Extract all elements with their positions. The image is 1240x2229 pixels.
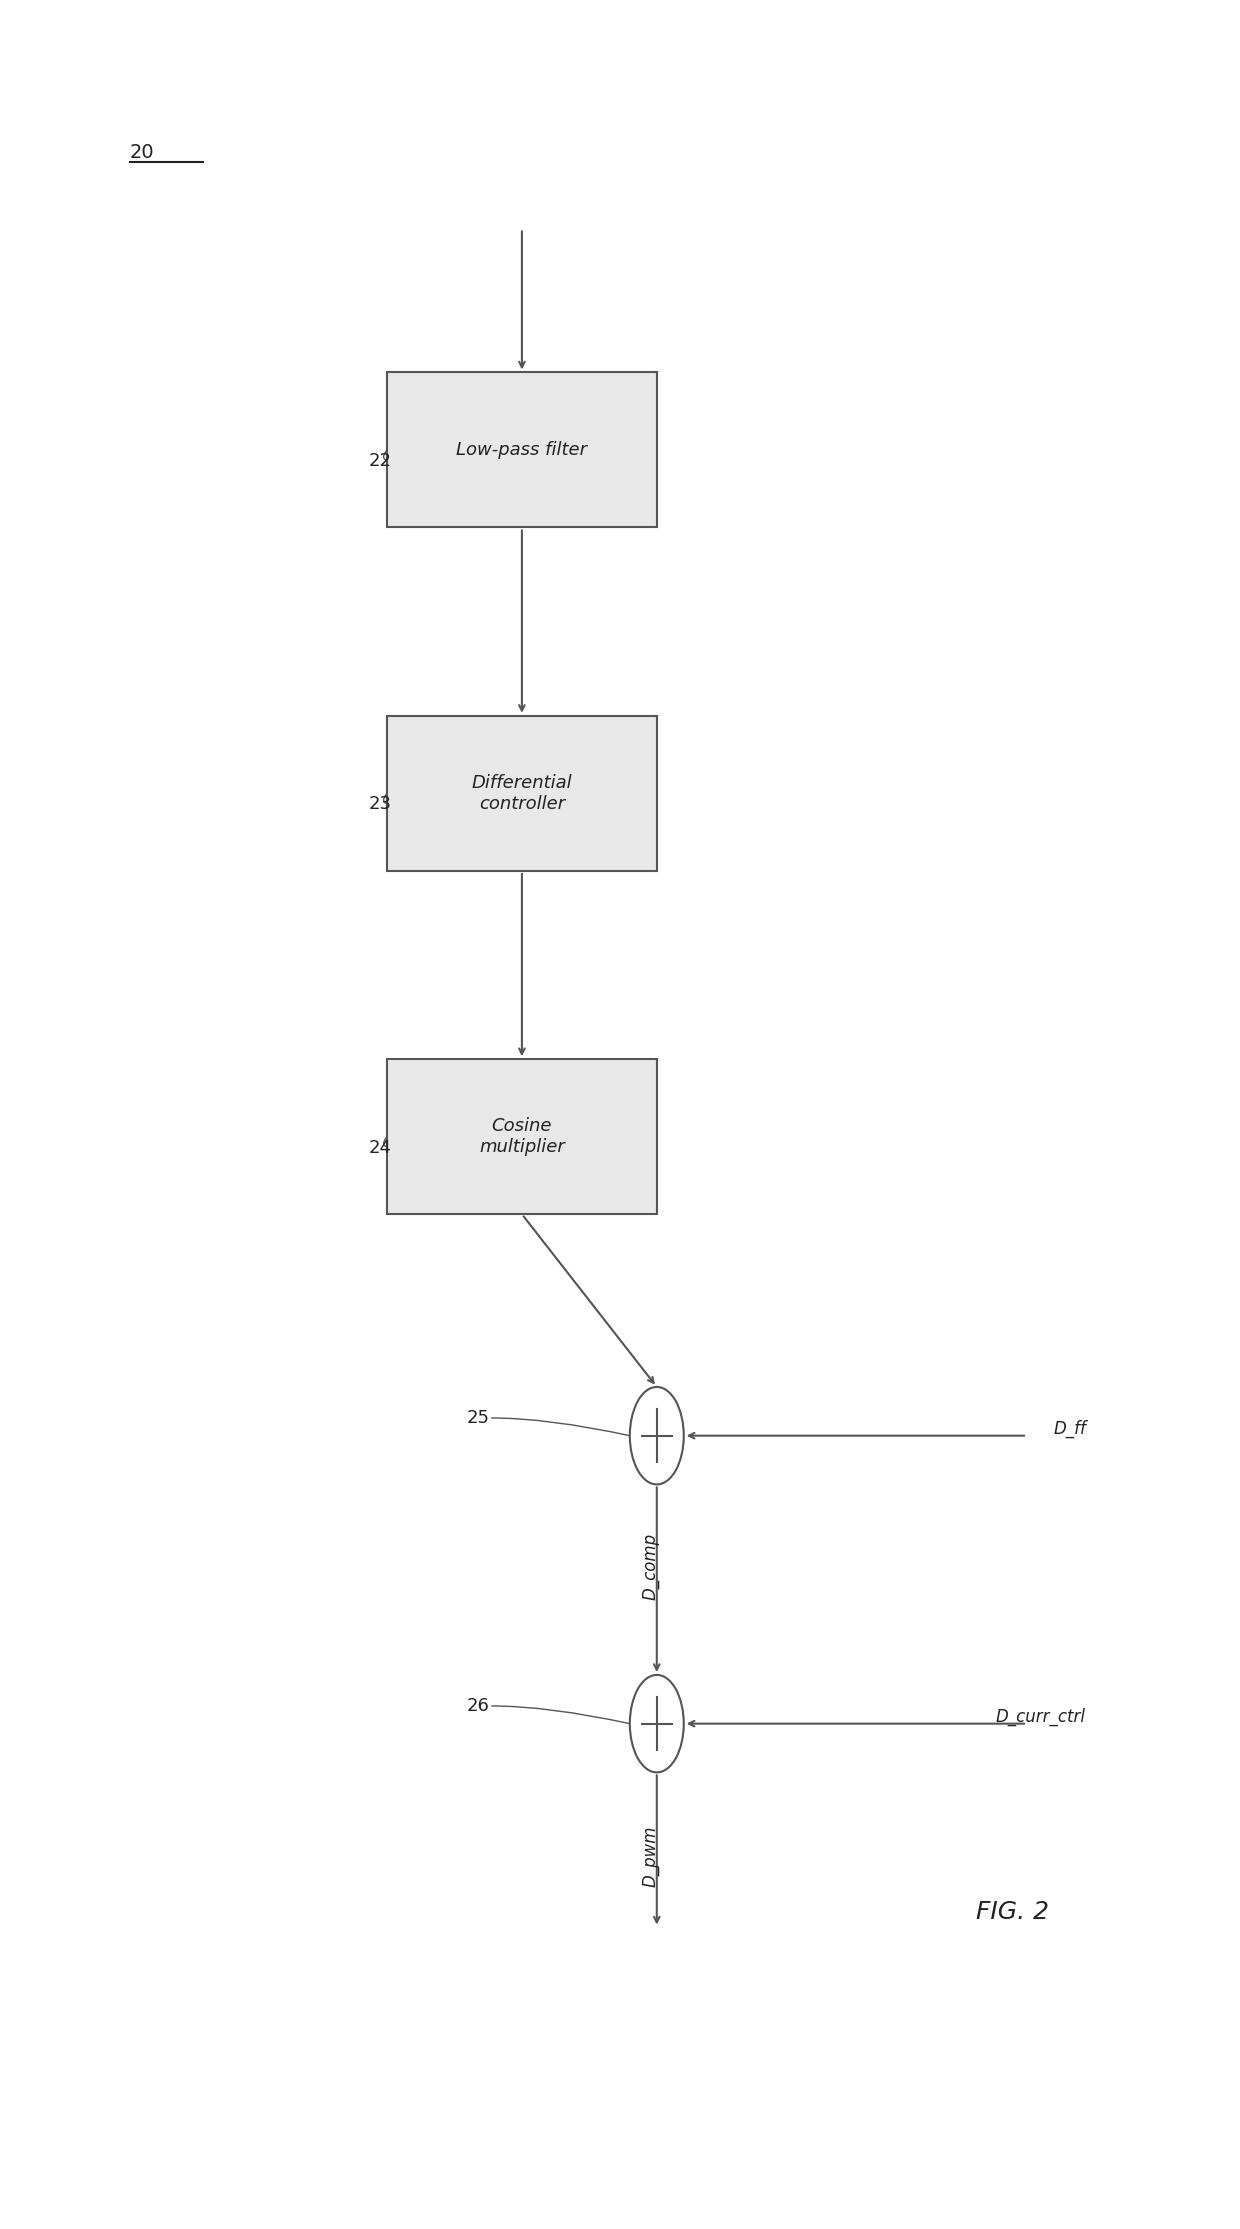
FancyBboxPatch shape: [387, 1059, 657, 1215]
Text: Differential
controller: Differential controller: [471, 773, 572, 814]
Text: D_comp: D_comp: [641, 1534, 660, 1600]
Circle shape: [630, 1386, 683, 1485]
Text: FIG. 2: FIG. 2: [976, 1899, 1049, 1924]
Text: D_curr_ctrl: D_curr_ctrl: [996, 1707, 1086, 1725]
FancyBboxPatch shape: [387, 372, 657, 528]
Text: 25: 25: [466, 1409, 490, 1427]
Text: 22: 22: [368, 452, 392, 470]
Text: Low-pass filter: Low-pass filter: [456, 441, 588, 459]
Text: 26: 26: [466, 1696, 490, 1714]
Circle shape: [630, 1674, 683, 1772]
Text: 23: 23: [368, 796, 392, 814]
Text: 20: 20: [129, 143, 154, 163]
Text: Cosine
multiplier: Cosine multiplier: [479, 1117, 564, 1157]
Text: 24: 24: [368, 1139, 392, 1157]
Text: D_ff: D_ff: [1053, 1420, 1086, 1438]
FancyBboxPatch shape: [387, 716, 657, 872]
Text: D_pwm: D_pwm: [641, 1826, 660, 1888]
